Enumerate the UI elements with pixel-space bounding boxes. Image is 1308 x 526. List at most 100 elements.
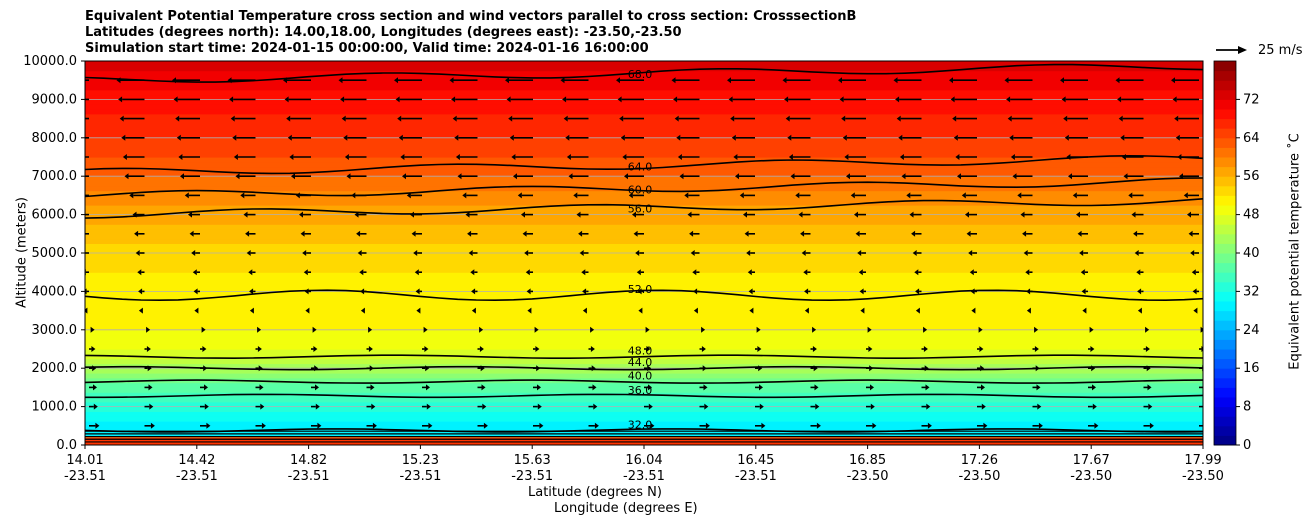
wind-arrowhead xyxy=(1068,173,1072,180)
wind-arrowhead xyxy=(536,365,541,372)
wind-arrowhead xyxy=(924,365,929,372)
fill-band xyxy=(85,142,1203,148)
wind-arrowhead xyxy=(804,288,809,295)
colorbar-segment xyxy=(1214,147,1236,158)
wind-arrowhead xyxy=(230,115,235,122)
wind-arrowhead xyxy=(482,403,487,410)
wind-arrowhead xyxy=(1123,173,1128,180)
wind-arrowhead xyxy=(521,211,525,218)
wind-arrowhead xyxy=(1175,134,1180,141)
wind-arrowhead xyxy=(116,77,121,84)
wind-arrowhead xyxy=(795,192,800,199)
wind-arrowhead xyxy=(645,326,650,333)
wind-arrowhead xyxy=(689,230,694,237)
wind-arrowhead xyxy=(926,403,931,410)
fill-band xyxy=(85,320,1203,326)
wind-arrowhead xyxy=(790,173,795,180)
x-tick-label-lat: 14.01 xyxy=(66,453,103,468)
surface-warm-layer xyxy=(85,437,1203,445)
wind-arrowhead xyxy=(416,307,421,314)
wind-arrowhead xyxy=(1036,384,1041,391)
fill-band xyxy=(85,253,1203,259)
wind-arrowhead xyxy=(243,211,248,218)
wind-arrowhead xyxy=(121,134,126,141)
colorbar-segment xyxy=(1214,387,1236,398)
wind-arrowhead xyxy=(1072,192,1077,199)
wind-arrowhead xyxy=(204,384,208,391)
colorbar-segment xyxy=(1214,310,1236,321)
contour-label: 40.0 xyxy=(628,370,653,383)
wind-arrowhead xyxy=(812,346,817,352)
wind-arrowhead xyxy=(1205,423,1209,429)
fill-band xyxy=(85,99,1203,105)
wind-arrowhead xyxy=(568,173,573,180)
x-tick-label-lat: 15.63 xyxy=(514,453,551,468)
y-tick-label: 1000.0 xyxy=(32,400,78,415)
wind-arrowhead xyxy=(965,211,969,218)
wind-arrowhead xyxy=(1020,211,1025,218)
colorbar-segment xyxy=(1214,176,1236,187)
chart-title-line-1: Equivalent Potential Temperature cross s… xyxy=(85,9,857,24)
wind-arrowhead xyxy=(305,307,310,314)
y-tick-label: 5000.0 xyxy=(32,246,78,261)
wind-arrowhead xyxy=(303,269,308,276)
wind-arrowhead xyxy=(705,422,710,429)
wind-arrowhead xyxy=(74,192,78,198)
wind-arrowhead xyxy=(240,192,245,199)
fill-band xyxy=(85,301,1203,307)
wind-arrowhead xyxy=(455,154,460,160)
wind-arrowhead xyxy=(1092,384,1096,391)
x-tick-label-lon: -23.51 xyxy=(399,469,441,484)
x-tick-label-lat: 17.67 xyxy=(1073,453,1110,468)
wind-arrowhead xyxy=(259,384,264,391)
fill-band xyxy=(85,152,1203,158)
wind-arrowhead xyxy=(728,96,733,103)
wind-arrowhead xyxy=(535,346,540,352)
fill-band xyxy=(85,272,1203,278)
colorbar-segment xyxy=(1214,301,1236,312)
wind-arrowhead xyxy=(693,307,698,314)
wind-arrowhead xyxy=(677,154,682,160)
wind-arrowhead xyxy=(93,403,98,410)
wind-arrowhead xyxy=(505,77,509,84)
wind-arrowhead xyxy=(372,422,377,429)
wind-arrowhead xyxy=(1137,288,1142,295)
wind-arrowhead xyxy=(193,288,198,295)
fill-band xyxy=(85,248,1203,254)
wind-arrowhead xyxy=(590,346,595,352)
wind-arrowhead xyxy=(402,173,406,180)
wind-arrowhead xyxy=(471,307,476,314)
wind-arrowhead xyxy=(980,365,985,372)
fill-band xyxy=(85,161,1203,168)
fill-band xyxy=(85,387,1203,393)
wind-arrowhead xyxy=(479,346,484,352)
wind-arrowhead xyxy=(1077,230,1082,237)
fill-band xyxy=(85,75,1203,81)
wind-arrowhead xyxy=(896,115,901,122)
wind-arrowhead xyxy=(91,346,96,352)
wind-arrowhead xyxy=(859,288,864,295)
wind-arrowhead xyxy=(1121,154,1126,160)
wind-arrowhead xyxy=(872,422,877,429)
wind-arrowhead xyxy=(679,173,684,180)
colorbar-segment xyxy=(1214,118,1236,129)
wind-arrowhead xyxy=(522,230,527,237)
wind-arrowhead xyxy=(312,326,317,333)
wind-arrowhead xyxy=(676,134,681,141)
colorbar-segment xyxy=(1214,272,1236,283)
wind-arrowhead xyxy=(480,365,485,372)
wind-arrowhead xyxy=(704,403,709,410)
wind-arrowhead xyxy=(1188,230,1193,237)
colorbar-segment xyxy=(1214,137,1236,148)
x-tick-label-lon: -23.51 xyxy=(511,469,553,484)
wind-arrowhead xyxy=(593,403,598,410)
wind-arrowhead xyxy=(743,211,747,218)
colorbar-segment xyxy=(1214,61,1236,72)
colorbar-tick-label: 64 xyxy=(1243,131,1260,146)
wind-arrowhead xyxy=(693,288,698,295)
fill-band xyxy=(85,94,1203,100)
fill-band xyxy=(85,358,1203,364)
wind-arrowhead xyxy=(423,326,428,333)
wind-arrowhead xyxy=(1136,269,1141,276)
colorbar-segment xyxy=(1214,253,1236,264)
